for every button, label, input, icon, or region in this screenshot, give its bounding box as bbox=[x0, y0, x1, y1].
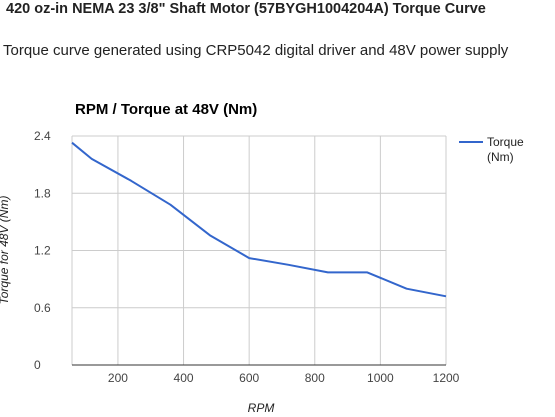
page-heading: 420 oz-in NEMA 23 3/8" Shaft Motor (57BY… bbox=[6, 1, 486, 17]
x-tick-label: 1000 bbox=[367, 371, 394, 385]
x-axis-label: RPM bbox=[248, 401, 275, 415]
y-tick-label: 0.6 bbox=[34, 301, 51, 315]
x-tick-label: 800 bbox=[305, 371, 325, 385]
chart-legend: Torque (Nm) bbox=[459, 135, 524, 164]
y-tick-labels: 0 0.6 1.2 1.8 2.4 bbox=[34, 129, 51, 372]
y-axis-label: Torque for 48V (Nm) bbox=[0, 196, 11, 305]
legend-label-line-1: Torque bbox=[487, 135, 524, 149]
y-tick-label: 1.8 bbox=[34, 186, 51, 200]
x-tick-labels: 200 400 600 800 1000 1200 bbox=[108, 371, 460, 385]
x-tick-label: 1200 bbox=[433, 371, 460, 385]
y-tick-label: 2.4 bbox=[34, 129, 51, 143]
y-tick-label: 1.2 bbox=[34, 244, 51, 258]
series-line-torque bbox=[71, 141, 447, 298]
x-tick-label: 400 bbox=[174, 371, 194, 385]
chart-axes bbox=[71, 136, 447, 366]
legend-label-line-2: (Nm) bbox=[487, 150, 514, 164]
y-tick-label: 0 bbox=[34, 358, 41, 372]
x-tick-label: 200 bbox=[108, 371, 128, 385]
chart-series bbox=[71, 141, 447, 298]
x-tick-label: 600 bbox=[239, 371, 259, 385]
page-subheading: Torque curve generated using CRP5042 dig… bbox=[3, 42, 509, 59]
chart-title: RPM / Torque at 48V (Nm) bbox=[75, 101, 257, 118]
chart-gridlines bbox=[72, 135, 446, 365]
